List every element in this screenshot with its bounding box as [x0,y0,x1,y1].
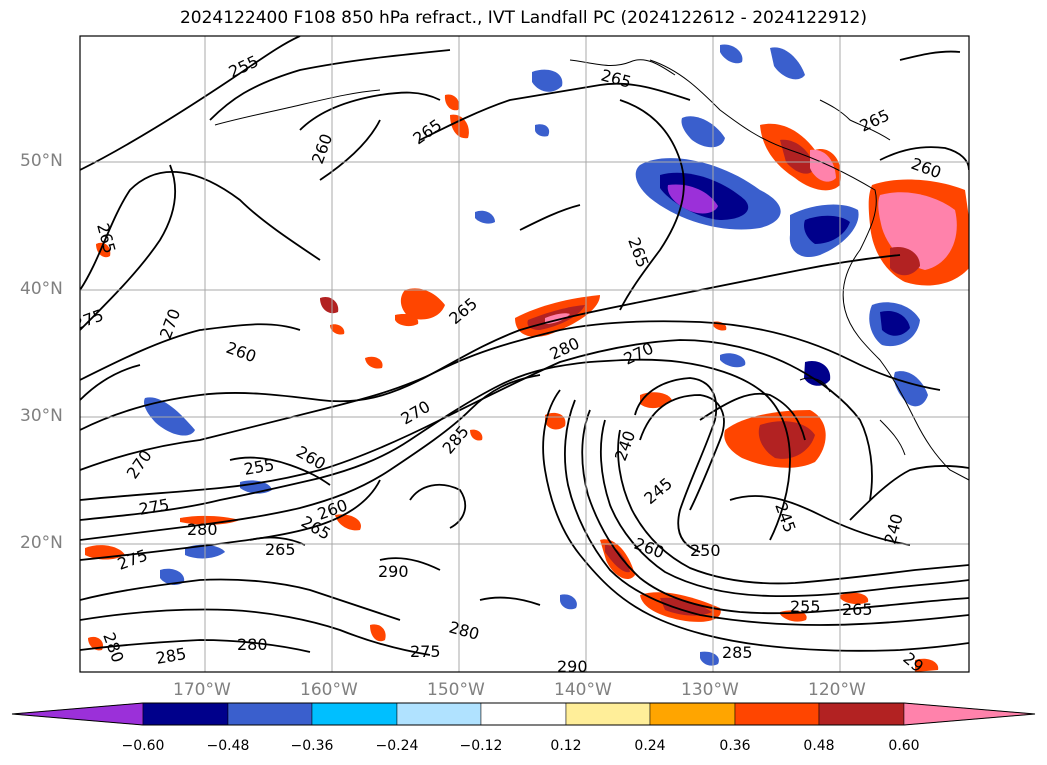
lat-label-20n: 20°N [20,533,63,553]
contour-label: 265 [265,540,296,559]
colorbar-tick: 0.48 [803,738,835,754]
colorbar-tick: 0.60 [888,738,920,754]
graticule [80,36,969,672]
contour-label: 260 [224,338,259,366]
contour-label: 275 [410,642,441,661]
contour-label: 270 [398,397,434,429]
contour-label: 265 [409,115,445,148]
lon-label-150w: 150°W [427,680,485,700]
contour-label: 265 [93,221,119,255]
contour-label: 280 [99,630,127,665]
contour-label: 265 [842,600,873,619]
contour-label: 240 [611,428,639,463]
colorbar-outline [11,702,1036,726]
colorbar-tick: −0.24 [375,738,419,754]
colorbar-extend-low [11,702,144,726]
lon-label-140w: 140°W [554,680,612,700]
lon-label-160w: 160°W [300,680,358,700]
contour-label: 280 [187,520,218,539]
contour-label: 285 [722,643,753,662]
contour-label: 270 [123,446,156,482]
lon-label-170w: 170°W [173,680,231,700]
contour-label: 275 [137,495,170,519]
lon-label-130w: 130°W [681,680,739,700]
contour-label: 265 [445,294,481,328]
colorbar-segment [142,702,229,726]
contour-label: 260 [909,154,944,182]
colorbar-segment [649,702,736,726]
contour-label: 250 [690,541,721,560]
contour-label: 280 [547,333,583,363]
colorbar-segment [227,702,313,726]
colorbar-segment [311,702,398,726]
colorbar-segment [818,702,905,726]
map-title: 2024122400 F108 850 hPa refract., IVT La… [179,8,867,28]
colorbar-tick: 0.12 [550,738,582,754]
contour-label: 280 [447,618,481,644]
contour-label: 275 [71,305,106,333]
contour-label: 280 [237,635,268,654]
contour-label: 245 [640,474,676,508]
contour-label: 265 [599,66,633,92]
colorbar-segment [565,702,651,726]
contour-label: 275 [115,545,150,573]
lat-label-30n: 30°N [20,406,63,426]
colorbar-tick: −0.60 [121,738,165,754]
plot-frame [79,35,970,673]
colorbar-tick: −0.48 [206,738,250,754]
lat-label-40n: 40°N [20,279,63,299]
contour-label: 240 [881,512,907,546]
lon-label-120w: 120°W [808,680,866,700]
colorbar [11,702,1036,726]
lat-label-50n: 50°N [20,151,63,171]
contour-label: 260 [632,534,667,562]
colorbar-tick: −0.36 [290,738,334,754]
colorbar-segment [396,702,482,726]
contour-label: 255 [790,597,821,616]
anomaly-shading [85,44,969,672]
colorbar-extend-high [903,702,1036,726]
colorbar-tick: 0.24 [634,738,666,754]
contour-label: 290 [557,657,588,676]
colorbar-tick: −0.12 [459,738,503,754]
refractivity-contours [80,36,969,656]
colorbar-tick: 0.36 [719,738,751,754]
contour-label: 285 [154,644,187,668]
contour-label: 290 [378,562,409,581]
colorbar-segment [480,702,567,726]
colorbar-segment [734,702,820,726]
contour-label: 255 [242,455,275,479]
contour-label: 265 [624,235,652,270]
contour-label: 285 [439,422,473,458]
contour-label: 255 [226,51,262,81]
coastlines [214,59,969,481]
